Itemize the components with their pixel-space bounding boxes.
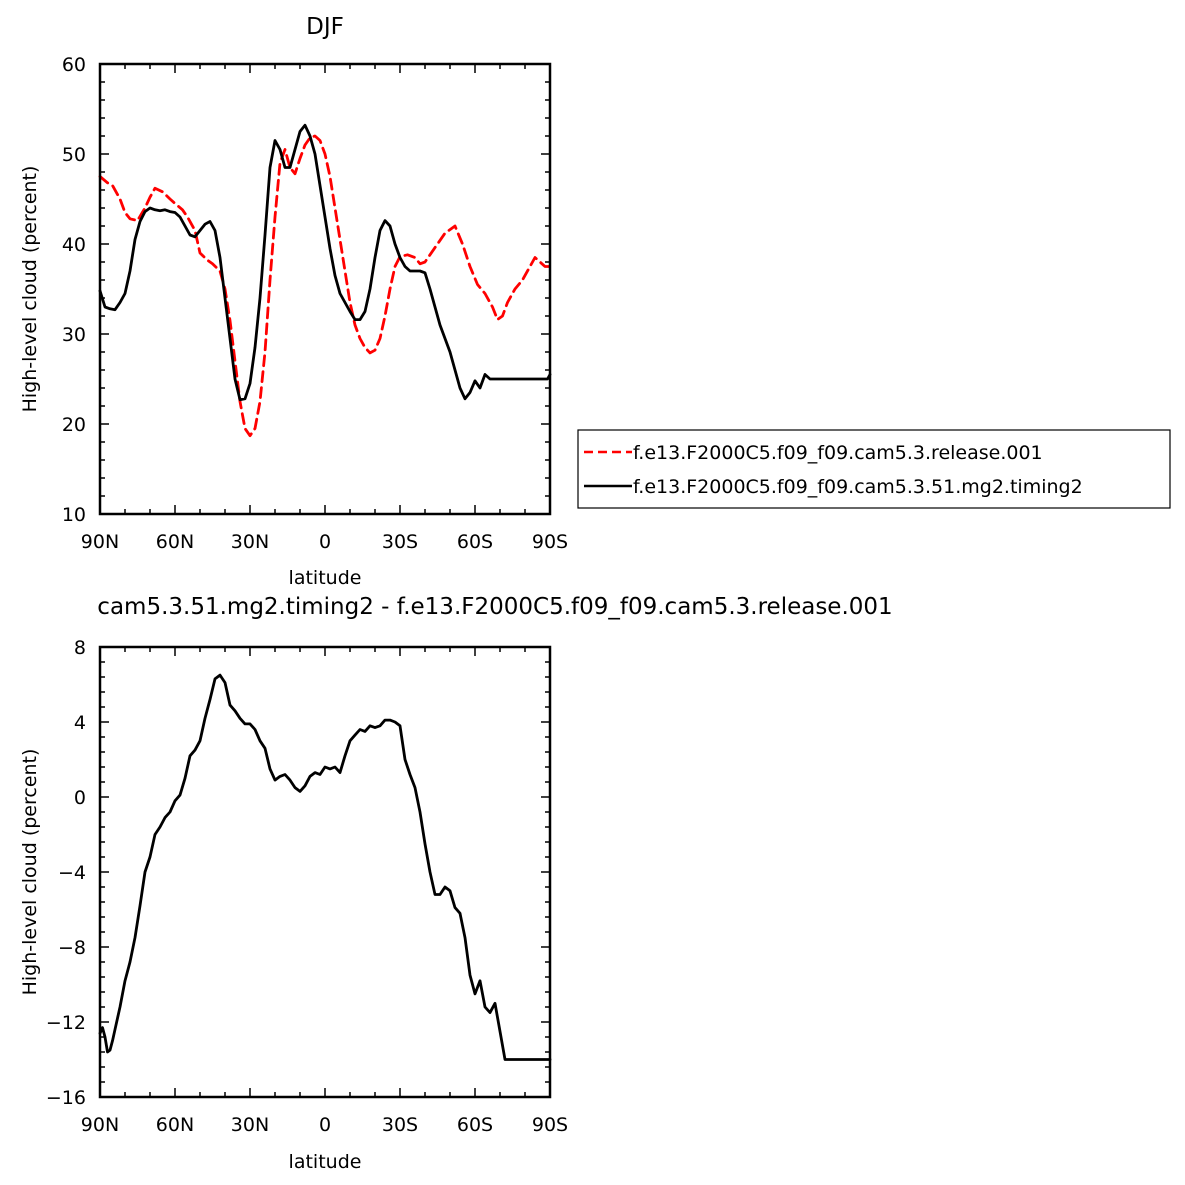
bottom-y-tick-label: 0 bbox=[74, 787, 86, 809]
bottom-y-tick-label: 4 bbox=[74, 712, 86, 734]
bottom-x-tick-label: 30N bbox=[231, 1114, 269, 1136]
bottom-x-tick-label: 0 bbox=[319, 1114, 331, 1136]
top-y-tick-label: 10 bbox=[62, 504, 86, 526]
legend-label-timing2: f.e13.F2000C5.f09_f09.cam5.3.51.mg2.timi… bbox=[633, 476, 1083, 498]
bottom-x-tick-label: 90S bbox=[532, 1114, 568, 1136]
top-chart: DJF 10 20 30 40 50 60 90N 60N 30N 0 30S 60S 90S lati… bbox=[19, 14, 568, 589]
top-x-axis-label: latitude bbox=[289, 567, 362, 589]
top-y-axis-label: High-level cloud (percent) bbox=[19, 166, 41, 413]
top-x-tick-label: 0 bbox=[319, 531, 331, 553]
bottom-y-axis-label: High-level cloud (percent) bbox=[19, 749, 41, 996]
bottom-x-tick-label: 30S bbox=[382, 1114, 418, 1136]
top-y-tick-label: 60 bbox=[62, 54, 86, 76]
bottom-x-tick-label: 60S bbox=[457, 1114, 493, 1136]
top-x-tick-label: 90N bbox=[81, 531, 119, 553]
top-x-tick-label: 60S bbox=[457, 531, 493, 553]
bottom-y-tick-label: −12 bbox=[46, 1012, 86, 1034]
bottom-y-tick-label: 8 bbox=[74, 637, 86, 659]
bottom-x-axis-label: latitude bbox=[289, 1151, 362, 1173]
bottom-y-tick-label: −16 bbox=[46, 1087, 86, 1109]
top-y-tick-label: 20 bbox=[62, 414, 86, 436]
bottom-series-line-0 bbox=[98, 673, 552, 1061]
bottom-x-tick-label: 60N bbox=[156, 1114, 194, 1136]
bottom-y-tick-label: −8 bbox=[58, 937, 86, 959]
legend-box bbox=[577, 429, 1171, 509]
legend: f.e13.F2000C5.f09_f09.cam5.3.release.001… bbox=[577, 429, 1171, 509]
top-y-tick-label: 40 bbox=[62, 234, 86, 256]
top-series-line-1 bbox=[98, 123, 552, 402]
bottom-chart-title: cam5.3.51.mg2.timing2 - f.e13.F2000C5.f0… bbox=[97, 594, 892, 620]
top-x-tick-label: 30N bbox=[231, 531, 269, 553]
top-plot-frame bbox=[98, 62, 552, 516]
top-y-tick-label: 50 bbox=[62, 144, 86, 166]
bottom-y-tick-label: −4 bbox=[58, 862, 86, 884]
bottom-x-tick-label: 90N bbox=[81, 1114, 119, 1136]
top-chart-title: DJF bbox=[306, 14, 344, 40]
bottom-plot-frame bbox=[98, 645, 552, 1099]
top-x-tick-label: 30S bbox=[382, 531, 418, 553]
top-x-tick-label: 60N bbox=[156, 531, 194, 553]
top-series-line-0 bbox=[98, 134, 552, 438]
bottom-chart: cam5.3.51.mg2.timing2 - f.e13.F2000C5.f0… bbox=[19, 594, 893, 1173]
top-x-tick-label: 90S bbox=[532, 531, 568, 553]
legend-label-release: f.e13.F2000C5.f09_f09.cam5.3.release.001 bbox=[633, 442, 1043, 464]
top-y-tick-label: 30 bbox=[62, 324, 86, 346]
